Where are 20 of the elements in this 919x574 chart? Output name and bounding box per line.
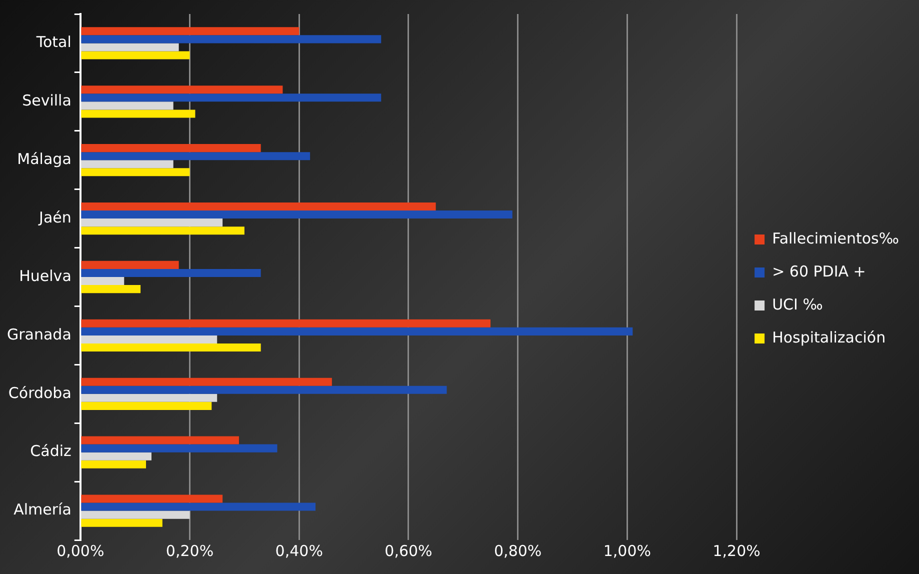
x-tick-label: 0,40% xyxy=(275,542,323,560)
x-tick-label: 0,80% xyxy=(494,542,542,560)
y-tick-label: Jaén xyxy=(38,208,72,226)
y-tick-label: Almería xyxy=(14,500,72,519)
y-tick-label: Sevilla xyxy=(22,92,72,110)
x-tick-label: 1,00% xyxy=(603,542,652,560)
legend-label: UCI ‰ xyxy=(772,295,823,314)
legend-label: Fallecimientos‰ xyxy=(772,229,899,248)
y-tick-label: Málaga xyxy=(17,150,72,168)
y-tick-label: Granada xyxy=(6,325,72,344)
y-tick-label: Huelva xyxy=(19,266,72,285)
y-tick-label: Córdoba xyxy=(8,384,72,402)
x-tick-label: 0,60% xyxy=(384,542,432,560)
legend-label: Hospitalización xyxy=(772,328,886,346)
y-tick-label: Total xyxy=(35,33,72,52)
legend-label: > 60 PDIA + xyxy=(772,262,866,280)
y-tick-label: Cádiz xyxy=(30,442,72,460)
x-tick-label: 0,00% xyxy=(56,542,104,560)
x-tick-label: 1,20% xyxy=(712,542,760,560)
x-tick-label: 0,20% xyxy=(166,542,214,560)
